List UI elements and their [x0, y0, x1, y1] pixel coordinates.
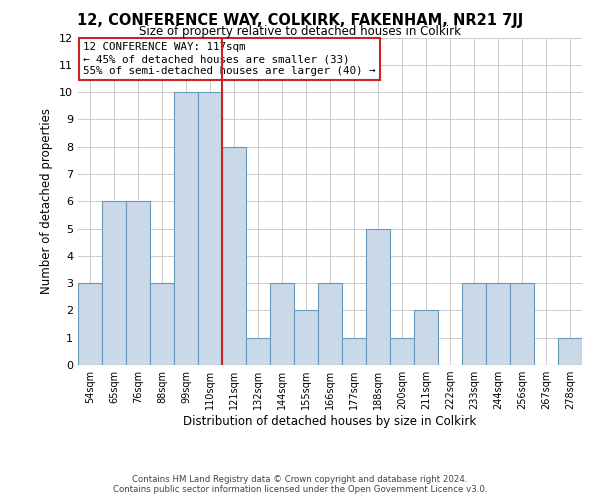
Bar	[414, 310, 438, 365]
Text: Size of property relative to detached houses in Colkirk: Size of property relative to detached ho…	[139, 25, 461, 38]
Bar	[246, 338, 270, 365]
Bar	[294, 310, 318, 365]
Bar	[102, 201, 126, 365]
Text: 12 CONFERENCE WAY: 117sqm
← 45% of detached houses are smaller (33)
55% of semi-: 12 CONFERENCE WAY: 117sqm ← 45% of detac…	[83, 42, 376, 76]
Bar	[462, 283, 486, 365]
X-axis label: Distribution of detached houses by size in Colkirk: Distribution of detached houses by size …	[184, 415, 476, 428]
Bar	[390, 338, 414, 365]
Bar	[366, 228, 390, 365]
Bar	[174, 92, 198, 365]
Text: Contains HM Land Registry data © Crown copyright and database right 2024.
Contai: Contains HM Land Registry data © Crown c…	[113, 474, 487, 494]
Bar	[198, 92, 222, 365]
Text: 12, CONFERENCE WAY, COLKIRK, FAKENHAM, NR21 7JJ: 12, CONFERENCE WAY, COLKIRK, FAKENHAM, N…	[77, 12, 523, 28]
Bar	[342, 338, 366, 365]
Bar	[270, 283, 294, 365]
Bar	[486, 283, 510, 365]
Bar	[318, 283, 342, 365]
Bar	[222, 146, 246, 365]
Bar	[78, 283, 102, 365]
Bar	[126, 201, 150, 365]
Bar	[510, 283, 534, 365]
Bar	[558, 338, 582, 365]
Y-axis label: Number of detached properties: Number of detached properties	[40, 108, 53, 294]
Bar	[150, 283, 174, 365]
